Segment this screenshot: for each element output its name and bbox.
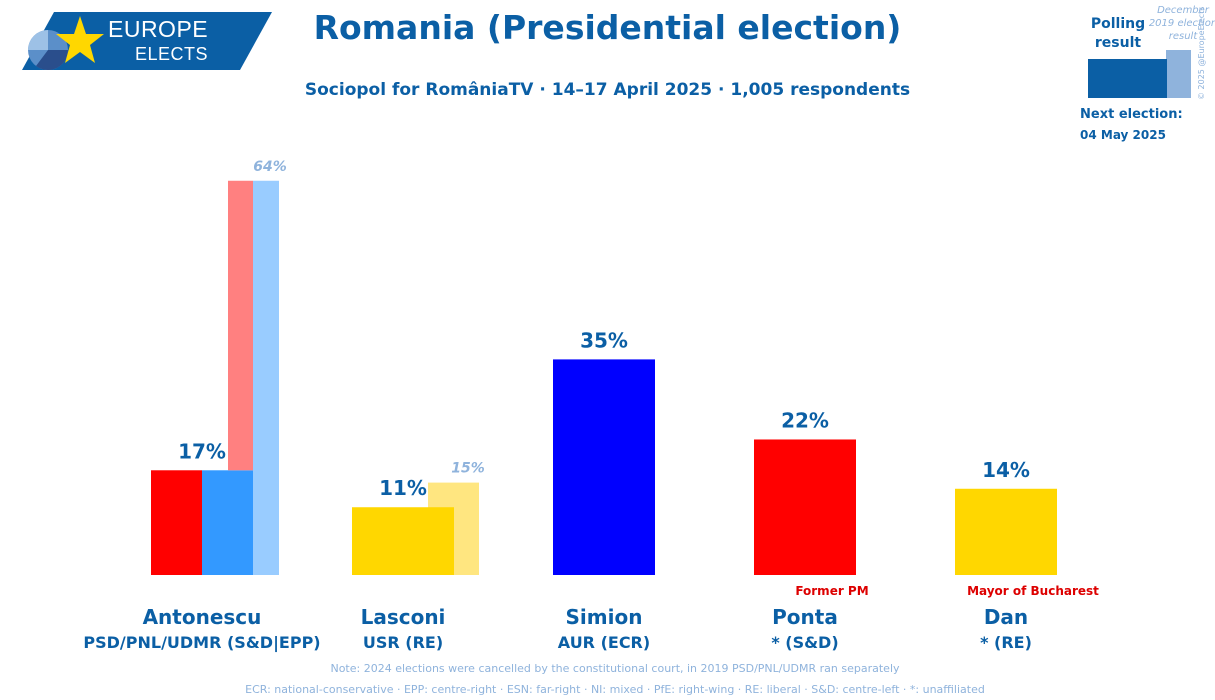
footer-note: Note: 2024 elections were cancelled by t…: [330, 662, 900, 675]
legend-polling-label: Polling result: [1090, 16, 1146, 51]
bar-dan: [955, 488, 1057, 575]
footer-abbreviations: ECR: national-conservative · EPP: centre…: [245, 683, 985, 696]
annotation-ponta: Former PM: [795, 584, 868, 598]
category-label-lasconi: Lasconi: [361, 605, 446, 629]
legend-previous-swatch: [1166, 50, 1191, 98]
bar-antonescu-part-2: [202, 470, 253, 575]
logo-text-elects: ELECTS: [135, 44, 209, 64]
legend-swatches: [1088, 50, 1191, 98]
bar-antonescu-part-1: [151, 470, 202, 575]
previous-bar-antonescu-part-2: [253, 180, 279, 575]
legend-polling-swatch: [1088, 59, 1167, 98]
next-election-label: Next election:: [1080, 107, 1183, 122]
value-label-dan: 14%: [982, 458, 1030, 482]
bar-lasconi: [352, 507, 454, 575]
europe-elects-logo: [22, 12, 272, 70]
category-label-ponta: Ponta: [772, 605, 838, 629]
value-label-ponta: 22%: [781, 408, 829, 432]
bar-simion: [553, 359, 655, 575]
category-label-simion: Simion: [566, 605, 643, 629]
page-subtitle: Sociopol for RomâniaTV · 14–17 April 202…: [304, 80, 911, 100]
previous-label-antonescu: 64%: [253, 159, 287, 175]
party-label-dan: * (RE): [980, 633, 1032, 652]
value-label-antonescu: 17%: [178, 439, 226, 463]
party-label-lasconi: USR (RE): [363, 633, 443, 652]
party-label-simion: AUR (ECR): [558, 633, 650, 652]
party-label-antonescu: PSD/PNL/UDMR (S&D|EPP): [83, 633, 320, 653]
bar-ponta: [754, 439, 856, 575]
category-label-dan: Dan: [984, 605, 1028, 629]
category-label-antonescu: Antonescu: [143, 605, 262, 629]
value-label-simion: 35%: [580, 328, 628, 352]
next-election-date: 04 May 2025: [1080, 128, 1166, 142]
value-label-lasconi: 11%: [379, 476, 427, 500]
previous-label-lasconi: 15%: [451, 461, 485, 477]
previous-bar-antonescu-part-1: [228, 180, 253, 471]
party-label-ponta: * (S&D): [771, 633, 838, 652]
bar-chart: 64% 17% Antonescu PSD/PNL/UDMR (S&D|EPP) 15%…: [83, 159, 1099, 653]
page-title: Romania (Presidential election): [313, 8, 902, 47]
annotation-dan: Mayor of Bucharest: [967, 584, 1099, 598]
legend-previous-label: December 2019 election result: [1148, 5, 1215, 42]
logo-text-europe: EUROPE: [108, 16, 209, 42]
